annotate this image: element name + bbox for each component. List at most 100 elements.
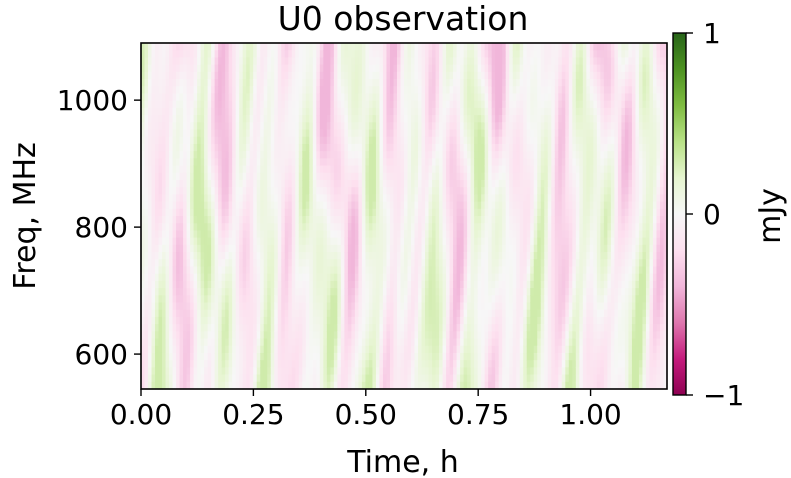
heatmap-cell — [425, 143, 430, 152]
heatmap-cell — [393, 230, 398, 239]
heatmap-cell — [435, 158, 440, 167]
heatmap-cell — [386, 216, 391, 224]
heatmap-cell — [183, 50, 188, 59]
heatmap-cell — [162, 79, 167, 87]
heatmap-cell — [158, 122, 163, 131]
heatmap-cell — [361, 71, 367, 80]
heatmap-cell — [235, 43, 240, 51]
heatmap-cell — [291, 194, 296, 203]
heatmap-cell — [404, 172, 409, 181]
heatmap-cell — [235, 288, 240, 296]
heatmap-cell — [484, 295, 489, 304]
heatmap-cell — [144, 50, 149, 59]
heatmap-cell — [354, 136, 360, 145]
heatmap-cell — [344, 252, 349, 260]
heatmap-cell — [246, 259, 251, 268]
heatmap-cell — [495, 208, 500, 217]
heatmap-cell — [186, 230, 191, 239]
heatmap-cell — [379, 187, 384, 195]
heatmap-cell — [309, 64, 314, 73]
heatmap-cell — [393, 201, 398, 210]
heatmap-cell — [302, 324, 307, 332]
heatmap-cell — [456, 244, 461, 253]
heatmap-cell — [235, 86, 240, 95]
heatmap-cell — [484, 107, 489, 116]
heatmap-cell — [404, 237, 409, 246]
heatmap-cell — [365, 43, 370, 51]
heatmap-cell — [291, 201, 296, 210]
heatmap-cell — [484, 360, 489, 368]
heatmap-cell — [319, 216, 324, 224]
heatmap-cell — [421, 367, 426, 376]
heatmap-cell — [309, 259, 314, 268]
heatmap-cell — [379, 216, 384, 224]
heatmap-cell — [477, 252, 482, 260]
heatmap-cell — [456, 352, 461, 361]
heatmap-cell — [358, 280, 363, 289]
heatmap-cell — [323, 79, 328, 87]
heatmap-cell — [263, 230, 268, 239]
heatmap-cell — [267, 115, 272, 123]
heatmap-cell — [242, 158, 247, 167]
heatmap-cell — [368, 71, 374, 80]
heatmap-cell — [425, 259, 430, 268]
heatmap-cell — [428, 115, 433, 123]
heatmap-cell — [214, 223, 219, 232]
heatmap-cell — [477, 352, 482, 361]
heatmap-cell — [316, 295, 321, 304]
heatmap-cell — [179, 374, 184, 383]
heatmap-cell — [260, 237, 265, 246]
heatmap-cell — [354, 129, 360, 138]
heatmap-cell — [225, 273, 230, 282]
heatmap-cell — [386, 295, 391, 304]
heatmap-cell — [428, 280, 433, 289]
heatmap-cell — [197, 288, 202, 296]
heatmap-cell — [442, 316, 447, 325]
heatmap-cell — [179, 201, 184, 210]
heatmap-cell — [211, 50, 216, 59]
heatmap-cell — [249, 93, 254, 102]
heatmap-cell — [288, 237, 293, 246]
heatmap-cell — [295, 259, 300, 268]
heatmap-cell — [200, 288, 205, 296]
heatmap-cell — [277, 165, 282, 174]
heatmap-cell — [179, 179, 184, 188]
heatmap-cell — [358, 100, 363, 109]
heatmap-cell — [260, 100, 265, 109]
heatmap-cell — [446, 288, 451, 296]
heatmap-cell — [218, 237, 223, 246]
heatmap-cell — [354, 93, 360, 102]
heatmap-cell — [155, 151, 160, 159]
heatmap-cell — [211, 165, 216, 174]
heatmap-cell — [439, 360, 444, 368]
heatmap-cell — [253, 338, 258, 347]
heatmap-cell — [169, 295, 174, 304]
heatmap-cell — [204, 122, 209, 131]
heatmap-cell — [162, 129, 167, 138]
heatmap-cell — [442, 367, 447, 376]
heatmap-cell — [470, 331, 475, 340]
heatmap-cell — [418, 71, 423, 80]
heatmap-cell — [432, 381, 437, 390]
heatmap-cell — [463, 367, 468, 376]
heatmap-cell — [148, 367, 153, 376]
heatmap-cell — [162, 288, 167, 296]
heatmap-cell — [502, 79, 507, 87]
heatmap-cell — [291, 179, 296, 188]
heatmap-cell — [305, 79, 310, 87]
heatmap-cell — [495, 352, 500, 361]
heatmap-cell — [439, 151, 444, 159]
heatmap-cell — [267, 252, 272, 260]
heatmap-cell — [288, 302, 293, 311]
heatmap-cell — [183, 324, 188, 332]
heatmap-cell — [305, 43, 310, 51]
heatmap-cell — [375, 129, 381, 138]
heatmap-cell — [165, 288, 170, 296]
heatmap-cell — [446, 187, 451, 195]
heatmap-cell — [172, 86, 177, 95]
heatmap-cell — [235, 266, 240, 275]
heatmap-cell — [463, 43, 468, 51]
heatmap-cell — [235, 64, 240, 73]
heatmap-cell — [302, 187, 307, 195]
heatmap-cell — [169, 179, 174, 188]
